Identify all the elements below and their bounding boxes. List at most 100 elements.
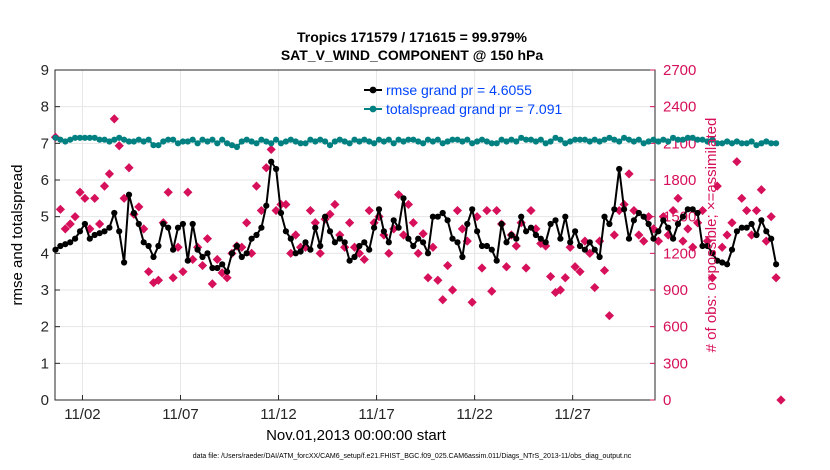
rmse-point: [738, 224, 745, 231]
spread-point: [160, 138, 167, 145]
obs-marker: [492, 205, 502, 216]
spread-point: [508, 136, 515, 143]
obs-marker: [609, 230, 619, 240]
spread-point: [518, 134, 525, 141]
obs-marker: [428, 242, 438, 252]
left-tick-label: 4: [41, 245, 49, 262]
obs-marker: [443, 260, 453, 271]
rmse-point: [106, 224, 113, 231]
rmse-point: [459, 253, 466, 261]
spread-point: [625, 136, 633, 143]
rmse-point: [518, 213, 525, 220]
spread-point: [542, 140, 549, 147]
spread-point: [336, 136, 343, 143]
obs-marker: [457, 224, 467, 234]
spread-point: [763, 138, 770, 145]
spread-point: [601, 136, 608, 143]
spread-point: [111, 136, 118, 143]
rmse-point: [336, 235, 343, 242]
obs-marker: [639, 236, 649, 246]
x-tick-label: 11/12: [260, 406, 296, 423]
left-tick-label: 7: [41, 135, 49, 152]
spread-point: [179, 138, 186, 145]
obs-marker: [104, 169, 115, 179]
rmse-point: [184, 257, 191, 264]
totalspread-series: [52, 134, 780, 151]
spread-point: [385, 136, 392, 143]
obs-marker: [560, 273, 570, 283]
obs-marker: [295, 242, 306, 252]
spread-point: [454, 136, 461, 143]
obs-marker: [477, 263, 487, 273]
obs-marker: [55, 204, 65, 214]
obs-marker: [335, 230, 345, 240]
rmse-point: [581, 246, 589, 253]
rmse-point: [238, 253, 245, 261]
rmse-point: [111, 209, 118, 217]
obs-marker: [452, 205, 463, 216]
spread-point: [714, 140, 721, 147]
obs-marker: [678, 236, 688, 246]
rmse-point: [62, 241, 69, 248]
rmse-point: [287, 235, 294, 242]
rmse-point: [464, 220, 471, 228]
spread-point: [459, 138, 466, 145]
left-tick-label: 9: [41, 62, 49, 79]
rmse-point: [273, 165, 280, 173]
obs-marker: [246, 248, 257, 258]
right-tick-label: 0: [663, 392, 671, 409]
rmse-point: [371, 224, 378, 231]
rmse-point: [635, 209, 642, 217]
rmse-point: [224, 268, 231, 275]
rmse-point: [591, 246, 598, 253]
obs-marker: [153, 275, 164, 285]
rmse-point: [709, 250, 716, 257]
spread-point: [429, 138, 436, 145]
spread-point: [616, 138, 623, 145]
rmse-point: [532, 231, 540, 239]
spread-point: [248, 138, 255, 145]
rmse-point: [689, 206, 696, 213]
spread-point: [630, 138, 638, 145]
spread-point: [67, 136, 74, 143]
spread-point: [317, 136, 324, 143]
obs-marker: [737, 193, 747, 203]
spread-point: [125, 138, 133, 145]
obs-marker: [585, 248, 595, 258]
spread-point: [503, 138, 510, 145]
obs-marker: [447, 285, 458, 295]
rmse-point: [728, 246, 736, 253]
spread-point: [704, 138, 711, 145]
obs-marker: [722, 230, 732, 240]
spread-point: [170, 136, 177, 143]
obs-marker: [99, 181, 110, 191]
obs-marker: [766, 212, 776, 222]
spread-point: [645, 138, 652, 145]
spread-point: [410, 136, 417, 143]
rmse-point: [135, 220, 142, 228]
obs-marker: [242, 218, 252, 228]
obs-marker: [555, 285, 565, 295]
spread-point: [400, 138, 407, 145]
obs-marker: [90, 193, 100, 203]
obs-marker: [222, 273, 232, 283]
obs-marker: [163, 187, 173, 197]
rmse-point: [719, 259, 726, 266]
spread-point: [513, 138, 520, 145]
rmse-point: [282, 228, 289, 235]
rmse-point: [331, 239, 338, 246]
obs-marker: [693, 218, 703, 228]
right-tick-label: 1800: [663, 172, 696, 189]
spread-point: [287, 136, 294, 143]
rmse-point: [670, 235, 677, 242]
rmse-point: [572, 228, 579, 235]
rmse-point: [493, 257, 500, 264]
obs-marker: [776, 395, 786, 405]
spread-point: [738, 140, 745, 147]
rmse-point: [179, 220, 186, 228]
plot-frame: [54, 69, 656, 401]
obs-marker: [624, 169, 634, 179]
obs-marker: [501, 262, 512, 272]
spread-point: [415, 138, 422, 145]
obs-marker: [550, 287, 561, 298]
